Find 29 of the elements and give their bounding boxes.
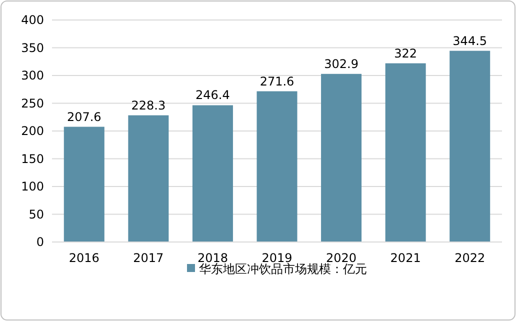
y-tick-label: 250 (21, 96, 44, 110)
bar (256, 91, 298, 242)
data-label: 246.4 (196, 88, 230, 102)
bar (321, 74, 362, 242)
data-label: 207.6 (66, 110, 102, 124)
x-tick-label: 2016 (68, 251, 100, 265)
y-tick-label: 300 (21, 68, 44, 82)
bar (192, 105, 233, 242)
data-label: 322 (394, 46, 418, 60)
x-tick-label: 2022 (454, 251, 486, 265)
y-tick-label: 100 (21, 180, 44, 194)
x-tick-label: 2017 (133, 251, 164, 265)
bar (128, 115, 169, 242)
data-label: 228.3 (131, 98, 166, 112)
x-tick-label: 2021 (390, 251, 421, 265)
legend-label: 华东地区冲饮品市场规模：亿元 (199, 262, 367, 276)
y-tick-label: 200 (21, 124, 44, 138)
y-tick-label: 150 (21, 152, 44, 166)
y-tick-label: 0 (36, 235, 44, 249)
data-label: 271.6 (260, 74, 294, 88)
data-label: 302.9 (324, 56, 358, 71)
y-tick-label: 50 (28, 207, 44, 222)
x-tick-label: 2019 (262, 251, 292, 265)
bar (64, 126, 104, 242)
bar (450, 50, 490, 242)
y-tick-label: 400 (21, 13, 44, 27)
bar (385, 63, 426, 242)
y-tick-label: 350 (21, 40, 44, 55)
data-label: 344.5 (452, 34, 488, 48)
